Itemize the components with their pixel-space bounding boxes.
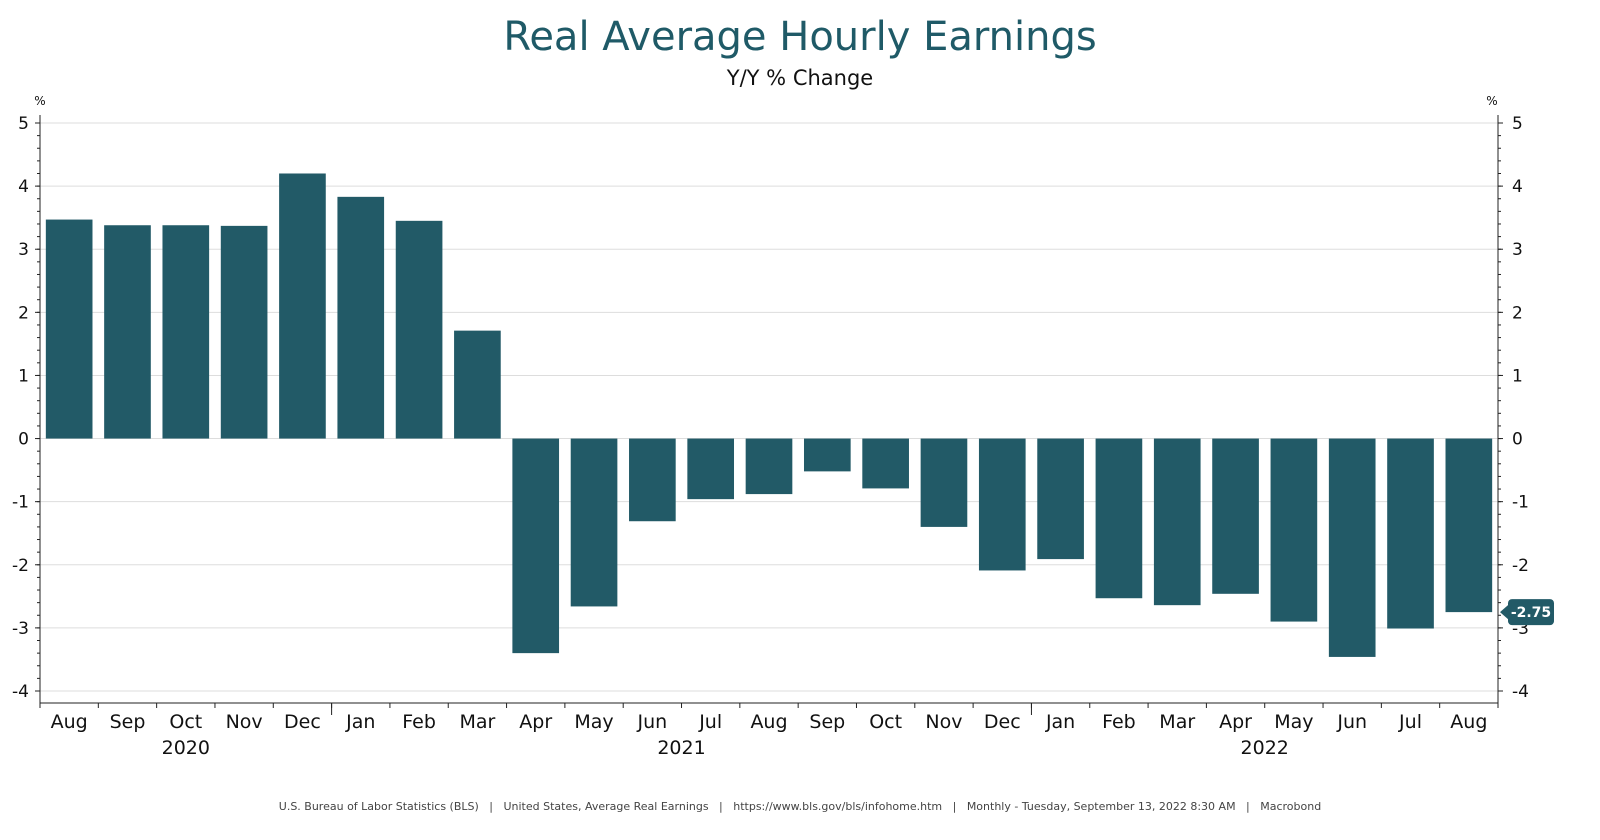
- x-tick-label: Jan: [1045, 711, 1075, 733]
- x-tick-label: Dec: [284, 711, 321, 733]
- bar: [570, 438, 618, 607]
- x-tick-label: Feb: [402, 711, 436, 733]
- y-tick-label-left: 3: [18, 240, 29, 260]
- x-tick-label: Jun: [637, 711, 668, 733]
- y-tick-label-left: -2: [12, 556, 29, 576]
- x-tick-label: Apr: [1219, 711, 1252, 733]
- bar: [1212, 438, 1259, 594]
- x-tick-label: Aug: [51, 711, 88, 733]
- bar: [454, 330, 501, 439]
- y-tick-label-right: -4: [1512, 682, 1529, 702]
- last-value-callout: -2.75: [1500, 599, 1554, 626]
- axes: [35, 115, 1503, 715]
- x-tick-label: Jul: [1398, 711, 1422, 733]
- x-tick-label: May: [1274, 711, 1313, 733]
- source-footer: U.S. Bureau of Labor Statistics (BLS) | …: [278, 800, 1322, 813]
- x-tick-label: Jun: [1336, 711, 1367, 733]
- bar: [104, 225, 151, 439]
- bar: [1387, 438, 1434, 629]
- bar: [1153, 438, 1201, 606]
- bar: [45, 219, 93, 439]
- x-tick-label: Sep: [809, 711, 845, 733]
- bar: [1328, 438, 1376, 657]
- y-tick-label-right: 2: [1512, 303, 1523, 323]
- x-tick-label: Aug: [750, 711, 787, 733]
- x-tick-label: Apr: [519, 711, 552, 733]
- y-tick-label-right: 5: [1512, 114, 1523, 134]
- bar: [1037, 438, 1084, 560]
- y-tick-label-right: 1: [1512, 366, 1523, 386]
- x-tick-label: Jul: [698, 711, 722, 733]
- x-tick-label: Oct: [169, 711, 202, 733]
- bar: [1095, 438, 1143, 599]
- year-label: 2021: [657, 737, 705, 759]
- callout-value: -2.75: [1511, 605, 1551, 621]
- bar: [1445, 438, 1493, 613]
- bar: [629, 438, 676, 522]
- bar: [803, 438, 851, 472]
- y-tick-label-right: 4: [1512, 177, 1523, 197]
- y-unit-label-right: %: [1486, 94, 1497, 108]
- y-tick-label-left: -1: [12, 493, 29, 513]
- x-tick-label: Nov: [226, 711, 263, 733]
- x-tick-label: Mar: [1159, 711, 1195, 733]
- bar: [162, 225, 210, 439]
- x-tick-label: Oct: [869, 711, 902, 733]
- bar: [337, 196, 385, 439]
- bar: [920, 438, 968, 527]
- bar: [512, 438, 560, 654]
- x-tick-label: Nov: [925, 711, 962, 733]
- y-tick-label-right: 0: [1512, 430, 1523, 450]
- axis-labels: 5 54 43 32 21 10 0-1 -1-2 -2-3 -3-4 -4% %Aug Sep Oct N…: [12, 94, 1529, 759]
- x-tick-label: Feb: [1102, 711, 1136, 733]
- chart-title: Real Average Hourly Earnings: [503, 14, 1097, 60]
- y-tick-label-right: -2: [1512, 556, 1529, 576]
- year-label: 2020: [162, 737, 210, 759]
- x-tick-label: May: [574, 711, 613, 733]
- callout-pointer: [1500, 605, 1508, 620]
- bar: [978, 438, 1026, 571]
- bar-series: [45, 173, 1493, 657]
- callout-box: [1508, 599, 1554, 626]
- x-tick-label: Aug: [1450, 711, 1487, 733]
- bar: [745, 438, 793, 495]
- year-label: 2022: [1241, 737, 1289, 759]
- bar: [395, 220, 443, 439]
- y-tick-label-left: 4: [18, 177, 29, 197]
- y-tick-label-left: 5: [18, 114, 29, 134]
- y-tick-label-left: 1: [18, 366, 29, 386]
- x-tick-label: Dec: [984, 711, 1021, 733]
- y-unit-label-left: %: [34, 94, 45, 108]
- y-tick-label-left: -3: [12, 619, 29, 639]
- bar: [862, 438, 909, 489]
- y-tick-label-left: 2: [18, 303, 29, 323]
- x-tick-label: Sep: [110, 711, 146, 733]
- y-tick-label-left: -4: [12, 682, 29, 702]
- y-tick-label-left: 0: [18, 430, 29, 450]
- y-tick-label-right: 3: [1512, 240, 1523, 260]
- chart-subtitle: Y/Y % Change: [726, 66, 874, 90]
- bar: [220, 225, 268, 439]
- bar: [1270, 438, 1318, 622]
- x-tick-label: Mar: [459, 711, 495, 733]
- bar: [279, 173, 326, 439]
- x-tick-label: Jan: [345, 711, 375, 733]
- bar: [687, 438, 735, 500]
- y-tick-label-right: -1: [1512, 493, 1529, 513]
